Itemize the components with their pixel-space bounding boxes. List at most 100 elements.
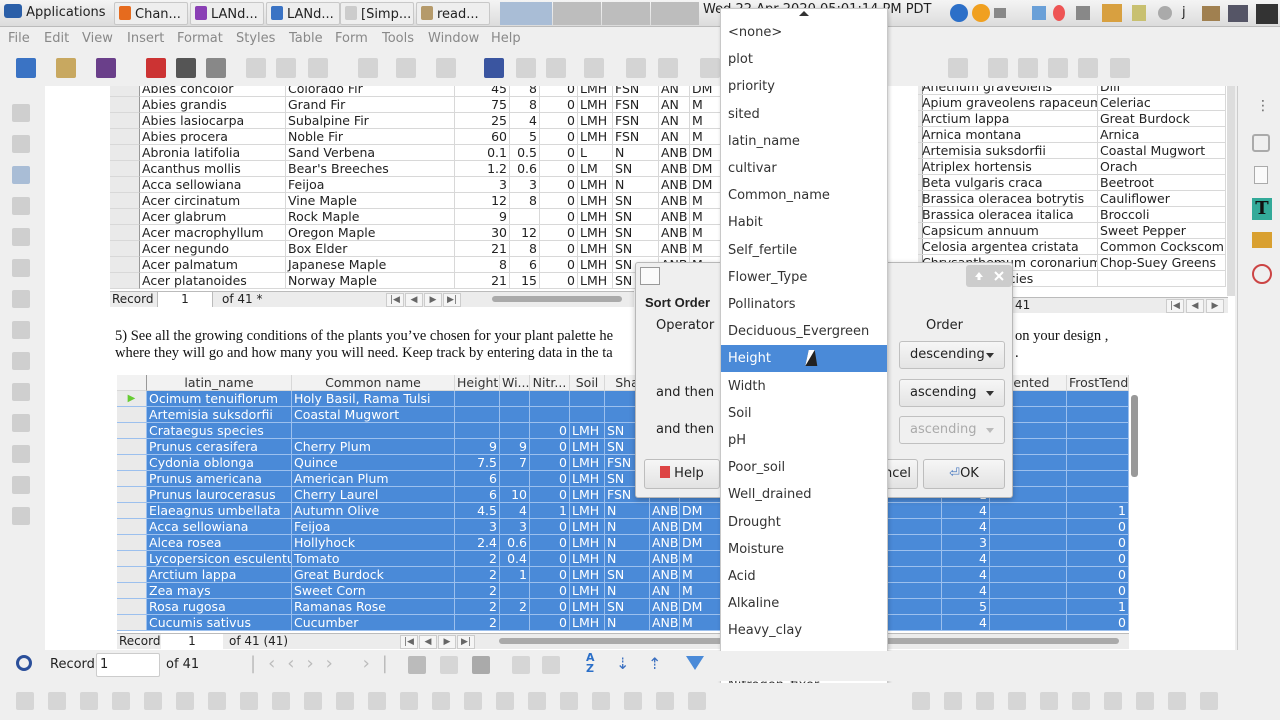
table-cell[interactable]: 9 — [500, 439, 530, 455]
table-row[interactable]: Acer negundo Box Elder 21 8 0 LMH SN ANB M — [110, 241, 720, 257]
table-cell[interactable]: 4 — [942, 567, 990, 583]
table-cell[interactable]: Cucumber — [292, 615, 455, 631]
first-record-button[interactable]: |◀ — [400, 635, 418, 649]
media-icon[interactable] — [1132, 5, 1146, 21]
row-handle[interactable] — [110, 161, 140, 177]
table-cell[interactable] — [500, 423, 530, 439]
table-cell[interactable] — [888, 551, 942, 567]
order-select-2[interactable]: ascending — [899, 379, 1005, 407]
table-cell[interactable]: ANB — [650, 551, 680, 567]
table-cell[interactable]: 30 — [455, 225, 510, 241]
properties-icon[interactable] — [1252, 134, 1270, 152]
maximize-icon[interactable] — [974, 271, 984, 281]
design-tool-icon[interactable] — [80, 692, 98, 710]
design-tool-icon[interactable] — [208, 692, 226, 710]
table-cell[interactable]: Acca sellowiana — [140, 177, 286, 193]
table-cell[interactable] — [990, 567, 1067, 583]
design-tool-icon[interactable] — [112, 692, 130, 710]
row-handle[interactable] — [110, 86, 140, 97]
table-row[interactable]: Acanthus mollis Bear's Breeches 1.2 0.6 0 LM S… — [110, 161, 720, 177]
row-handle[interactable] — [117, 487, 147, 503]
right-table-grid[interactable]: Anethum graveolens Dill Apium graveolens r… — [918, 86, 1226, 295]
table-cell[interactable] — [500, 391, 530, 407]
table-cell[interactable]: FSN — [613, 113, 659, 129]
table-cell[interactable]: AN — [659, 113, 690, 129]
table-cell[interactable]: Ocimum tenuiflorum — [147, 391, 292, 407]
table-row[interactable]: Brassica oleracea botrytis Cauliflower — [918, 191, 1226, 207]
table-cell[interactable]: Colorado Fir — [286, 86, 455, 97]
table-cell[interactable]: 8 — [510, 241, 540, 257]
more-options-icon[interactable]: ⋮ — [1256, 98, 1270, 114]
refresh-control-icon[interactable] — [542, 656, 560, 674]
table-cell[interactable]: Celeriac — [1098, 95, 1226, 111]
table-cell[interactable]: 0 — [530, 567, 570, 583]
table-cell[interactable] — [530, 407, 570, 423]
row-handle[interactable] — [110, 193, 140, 209]
table-cell[interactable]: 4 — [942, 583, 990, 599]
row-handle[interactable] — [117, 599, 147, 615]
table-cell[interactable] — [888, 567, 942, 583]
tag-tool-icon[interactable] — [12, 228, 30, 246]
table-cell[interactable]: Arnica — [1098, 127, 1226, 143]
row-handle[interactable] — [117, 455, 147, 471]
autofilter-icon[interactable] — [686, 656, 704, 670]
field-option[interactable]: Deciduous_Evergreen — [728, 324, 870, 340]
table-cell[interactable]: FSN — [613, 129, 659, 145]
table-cell[interactable]: SN — [613, 193, 659, 209]
table-cell[interactable]: 0 — [540, 241, 578, 257]
table-cell[interactable]: 0 — [540, 177, 578, 193]
column-header[interactable]: Nitr... — [530, 375, 570, 391]
table-cell[interactable]: DM — [690, 161, 720, 177]
table-cell[interactable] — [990, 519, 1067, 535]
basic-shapes-icon[interactable] — [1078, 58, 1098, 78]
table-cell[interactable]: 7.5 — [455, 455, 500, 471]
table-cell[interactable]: Noble Fir — [286, 129, 455, 145]
table-cell[interactable]: Cherry Laurel — [292, 487, 455, 503]
workspace-2[interactable] — [553, 2, 601, 25]
table-cell[interactable]: Prunus americana — [147, 471, 292, 487]
table-row[interactable]: Acca sellowiana Feijoa 3 3 0 LMH N ANB DM 4 0 — [117, 519, 1129, 535]
zoom-tool-icon[interactable] — [12, 166, 30, 184]
numeric-tool-icon[interactable] — [12, 476, 30, 494]
table-cell[interactable]: LMH — [570, 551, 605, 567]
table-cell[interactable]: 12 — [510, 225, 540, 241]
table-cell[interactable]: 21 — [455, 273, 510, 289]
design-tool-icon[interactable] — [624, 692, 642, 710]
table-cell[interactable]: ANB — [650, 535, 680, 551]
table-cell[interactable]: Acer negundo — [140, 241, 286, 257]
row-handle[interactable] — [110, 225, 140, 241]
row-handle[interactable] — [117, 439, 147, 455]
field-option[interactable]: Habit — [728, 215, 763, 231]
field-option[interactable]: <none> — [728, 25, 783, 40]
table-row[interactable]: Artemisia suksdorfii Coastal Mugwort — [918, 143, 1226, 159]
workspace-1[interactable] — [500, 2, 552, 25]
table-cell[interactable]: 75 — [455, 97, 510, 113]
menu-view[interactable]: View — [82, 31, 113, 46]
row-handle[interactable] — [110, 97, 140, 113]
field-option[interactable]: Moisture — [728, 541, 784, 557]
table-cell[interactable]: 5 — [510, 129, 540, 145]
table-cell[interactable]: N — [605, 615, 650, 631]
field-option[interactable]: Acid — [728, 569, 756, 584]
field-option[interactable]: sited — [728, 106, 760, 122]
row-handle[interactable] — [110, 273, 140, 289]
design-tool-icon[interactable] — [656, 692, 674, 710]
table-cell[interactable]: Lycopersicon esculentum — [147, 551, 292, 567]
table-cell[interactable] — [570, 407, 605, 423]
column-header[interactable]: FrostTender — [1067, 375, 1129, 391]
table-cell[interactable]: 0 — [540, 209, 578, 225]
find-replace-icon[interactable] — [484, 58, 504, 78]
table-cell[interactable]: 4 — [942, 503, 990, 519]
table-cell[interactable] — [990, 551, 1067, 567]
table-cell[interactable]: Beta vulgaris craca — [920, 175, 1098, 191]
radio-tool-icon[interactable] — [12, 321, 30, 339]
row-handle[interactable] — [110, 209, 140, 225]
table-cell[interactable]: LMH — [578, 113, 613, 129]
table-cell[interactable]: 0 — [530, 519, 570, 535]
table-cell[interactable]: 6 — [455, 487, 500, 503]
taskbar-window-button[interactable]: read... — [416, 2, 490, 25]
table-cell[interactable]: 0 — [530, 599, 570, 615]
table-cell[interactable]: 3 — [942, 535, 990, 551]
table-cell[interactable]: M — [690, 113, 720, 129]
table-cell[interactable]: LMH — [578, 257, 613, 273]
